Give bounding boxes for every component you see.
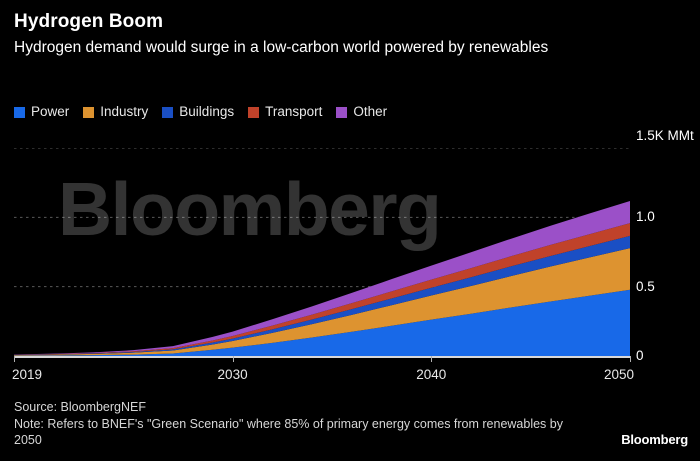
x-axis-tick-label: 2030 <box>217 367 248 382</box>
legend-item-label: Industry <box>100 104 149 119</box>
y-axis-labels: 1.5K MMt 1.0 0.5 0 <box>636 0 700 400</box>
methodology-note: Note: Refers to BNEF's "Green Scenario" … <box>14 416 567 448</box>
x-axis-tick-label: 2050 <box>603 367 634 382</box>
x-axis-tick <box>431 356 433 362</box>
legend-swatch-icon <box>83 106 95 118</box>
x-axis-tick <box>14 356 15 362</box>
x-axis-tick <box>232 356 234 362</box>
legend-item-label: Power <box>31 104 70 119</box>
y-axis-tick-label: 0 <box>636 348 644 363</box>
stacked-area-svg <box>14 148 630 356</box>
bloomberg-logo: Bloomberg <box>621 432 688 447</box>
y-axis-tick-label: 1.0 <box>636 209 655 225</box>
chart-header: Hydrogen Boom Hydrogen demand would surg… <box>14 10 634 58</box>
legend-item-label: Buildings <box>179 104 235 119</box>
legend-item-power[interactable]: Power <box>14 105 69 119</box>
legend-item-label: Transport <box>265 104 323 119</box>
x-axis-tick-label: 2019 <box>12 367 43 382</box>
legend-item-other[interactable]: Other <box>336 105 387 119</box>
legend-swatch-icon <box>248 106 260 118</box>
legend-item-industry[interactable]: Industry <box>83 105 148 119</box>
source-note: Source: BloombergNEF <box>14 400 147 414</box>
plot-area <box>14 148 630 356</box>
chart-footer: Source: BloombergNEF Note: Refers to BNE… <box>14 399 574 449</box>
chart-title: Hydrogen Boom <box>14 11 164 32</box>
x-axis-tick <box>630 356 631 362</box>
chart-subtitle: Hydrogen demand would surge in a low-car… <box>14 39 549 56</box>
legend-swatch-icon <box>14 106 25 118</box>
y-axis-tick-label: 1.5K MMt <box>636 128 694 143</box>
legend-swatch-icon <box>336 106 348 118</box>
legend-item-label: Other <box>353 104 388 119</box>
legend-swatch-icon <box>162 106 174 118</box>
chart-legend: Power Industry Buildings Transport Other <box>14 105 387 119</box>
legend-item-transport[interactable]: Transport <box>248 105 322 119</box>
x-axis-line <box>14 356 630 358</box>
legend-item-buildings[interactable]: Buildings <box>162 105 234 119</box>
area-series-industry <box>14 248 630 356</box>
area-series-power <box>14 289 630 356</box>
y-axis-tick-label: 0.5 <box>636 278 655 294</box>
x-axis-tick-label: 2040 <box>416 367 447 382</box>
